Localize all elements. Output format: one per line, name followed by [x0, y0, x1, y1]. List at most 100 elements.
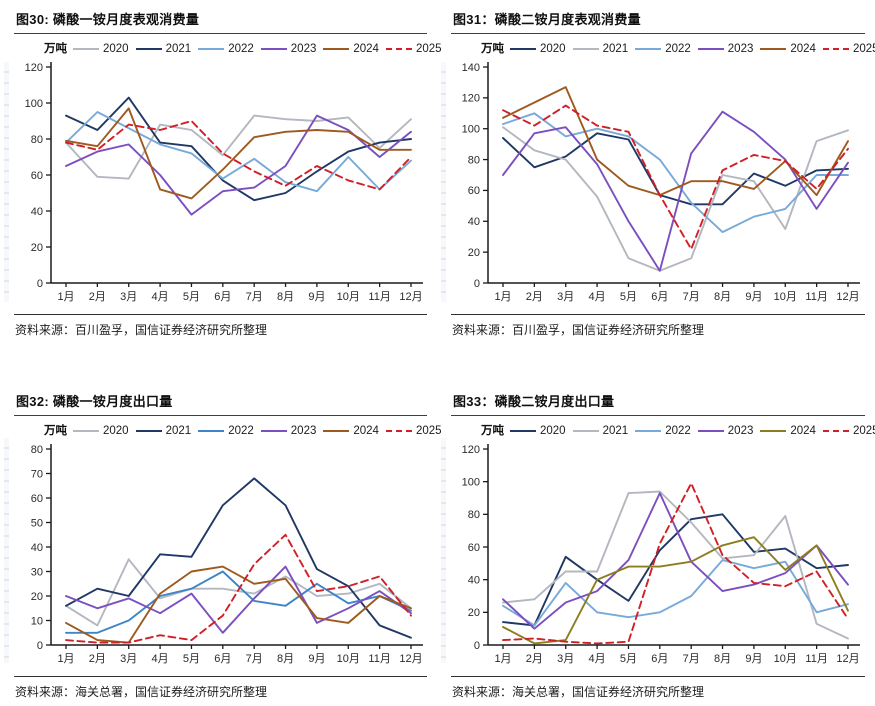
svg-text:100: 100 — [462, 476, 480, 488]
figure-30: 图30: 磷酸一铵月度表观消费量 万吨 2020 2021 2022 2023 2024… — [0, 4, 442, 386]
legend-item-2020: 2020 — [73, 43, 129, 55]
legend-item-2020: 2020 — [73, 425, 129, 437]
legend-label: 2021 — [602, 425, 629, 437]
legend-item-2025: 2025 — [822, 425, 875, 437]
svg-text:120: 120 — [462, 93, 480, 105]
chart-title-fig31: 图31：磷酸二铵月度表观消费量 — [453, 12, 641, 27]
svg-text:40: 40 — [468, 216, 480, 228]
legend-item-2024: 2024 — [323, 43, 379, 55]
legend-label: 2020 — [540, 43, 566, 55]
svg-text:11月: 11月 — [368, 653, 390, 665]
svg-text:1月: 1月 — [57, 291, 74, 303]
legend-label: 2022 — [665, 425, 691, 437]
legend-label: 2021 — [602, 43, 629, 55]
svg-text:10月: 10月 — [337, 291, 360, 303]
svg-text:140: 140 — [462, 62, 480, 74]
legend-swatch-2021 — [135, 48, 162, 50]
title-rule — [14, 33, 427, 34]
page-edge-artifact — [4, 438, 9, 663]
svg-text:50: 50 — [31, 517, 43, 529]
y-axis-unit-label: 万吨 — [481, 43, 504, 55]
svg-text:80: 80 — [31, 134, 43, 146]
legend-swatch-2020 — [73, 430, 99, 432]
legend-label: 2024 — [353, 425, 379, 437]
svg-text:1月: 1月 — [494, 653, 511, 665]
title-rule — [451, 415, 865, 416]
legend-label: 2021 — [165, 43, 192, 55]
chart-source: 资料来源：百川盈孚，国信证券经济研究所整理 — [15, 323, 268, 337]
legend-item-2024: 2024 — [760, 43, 816, 55]
legend-label: 2023 — [290, 425, 317, 437]
svg-text:0: 0 — [474, 640, 480, 652]
legend-swatch-2021 — [572, 430, 599, 432]
chart-source: 资料来源：海关总署，国信证券经济研究所整理 — [452, 685, 705, 699]
svg-text:8月: 8月 — [714, 653, 731, 665]
svg-text:1月: 1月 — [57, 653, 74, 665]
chart-title-fig33: 图33：磷酸二铵月度出口量 — [453, 394, 615, 409]
legend-item-2023: 2023 — [697, 43, 753, 55]
legend-swatch-2023 — [260, 430, 287, 432]
source-rule — [451, 676, 865, 677]
legend-item-2025: 2025 — [822, 43, 875, 55]
chart-title-fig30: 图30: 磷酸一铵月度表观消费量 — [16, 12, 200, 27]
svg-text:6月: 6月 — [651, 291, 668, 303]
legend-label: 2022 — [228, 43, 254, 55]
svg-text:12月: 12月 — [836, 653, 859, 665]
legend-item-2024: 2024 — [323, 425, 379, 437]
svg-text:60: 60 — [468, 542, 480, 554]
svg-text:120: 120 — [462, 444, 480, 456]
svg-text:5月: 5月 — [183, 653, 200, 665]
svg-text:12月: 12月 — [836, 291, 859, 303]
legend-swatch-2023 — [697, 48, 724, 50]
svg-text:1月: 1月 — [494, 291, 511, 303]
legend-label: 2025 — [852, 43, 875, 55]
svg-text:70: 70 — [31, 468, 43, 480]
legend-label: 2023 — [727, 425, 754, 437]
svg-text:5月: 5月 — [620, 291, 637, 303]
legend-swatch-2025 — [822, 430, 849, 432]
svg-text:6月: 6月 — [214, 653, 231, 665]
svg-text:3月: 3月 — [120, 291, 137, 303]
svg-text:4月: 4月 — [589, 291, 606, 303]
svg-text:80: 80 — [31, 444, 43, 456]
svg-text:9月: 9月 — [745, 653, 762, 665]
svg-text:8月: 8月 — [277, 653, 294, 665]
legend-swatch-2020 — [510, 48, 536, 50]
legend-item-2022: 2022 — [635, 425, 691, 437]
svg-text:7月: 7月 — [246, 653, 263, 665]
legend-label: 2020 — [103, 425, 129, 437]
figure-33: 图33：磷酸二铵月度出口量 万吨 2020 2021 2022 2023 2024 202… — [437, 386, 875, 706]
legend-swatch-2020 — [73, 48, 99, 50]
legend-swatch-2024 — [323, 430, 350, 432]
chart-source: 资料来源：海关总署，国信证券经济研究所整理 — [15, 685, 268, 699]
legend-swatch-2025 — [385, 430, 412, 432]
figure-32: 图32: 磷酸一铵月度出口量 万吨 2020 2021 2022 2023 2024 20… — [0, 386, 442, 706]
legend-label: 2025 — [415, 425, 442, 437]
svg-text:9月: 9月 — [308, 291, 325, 303]
legend-item-2025: 2025 — [385, 425, 442, 437]
svg-text:30: 30 — [31, 566, 43, 578]
legend-items: 2020 2021 2022 2023 2024 2025 — [510, 423, 875, 437]
legend-items: 2020 2021 2022 2023 2024 2025 — [510, 41, 875, 55]
chart-legend: 万吨 2020 2021 2022 2023 2024 2025 — [14, 40, 442, 56]
svg-text:20: 20 — [468, 607, 480, 619]
svg-text:2月: 2月 — [526, 291, 543, 303]
svg-text:20: 20 — [468, 247, 480, 259]
legend-items: 2020 2021 2022 2023 2024 2025 — [73, 423, 449, 437]
svg-text:10月: 10月 — [774, 653, 797, 665]
svg-text:10: 10 — [31, 615, 43, 627]
legend-swatch-2024 — [760, 48, 787, 50]
svg-text:0: 0 — [37, 278, 43, 290]
source-rule — [14, 676, 427, 677]
svg-text:7月: 7月 — [683, 291, 700, 303]
svg-text:60: 60 — [31, 170, 43, 182]
svg-text:5月: 5月 — [620, 653, 637, 665]
svg-text:4月: 4月 — [152, 291, 169, 303]
legend-label: 2020 — [540, 425, 566, 437]
chart-legend: 万吨 2020 2021 2022 2023 2024 2025 — [451, 422, 875, 438]
svg-text:80: 80 — [468, 154, 480, 166]
legend-swatch-2023 — [260, 48, 287, 50]
svg-text:6月: 6月 — [214, 291, 231, 303]
legend-item-2024: 2024 — [760, 425, 816, 437]
legend-item-2023: 2023 — [260, 43, 316, 55]
